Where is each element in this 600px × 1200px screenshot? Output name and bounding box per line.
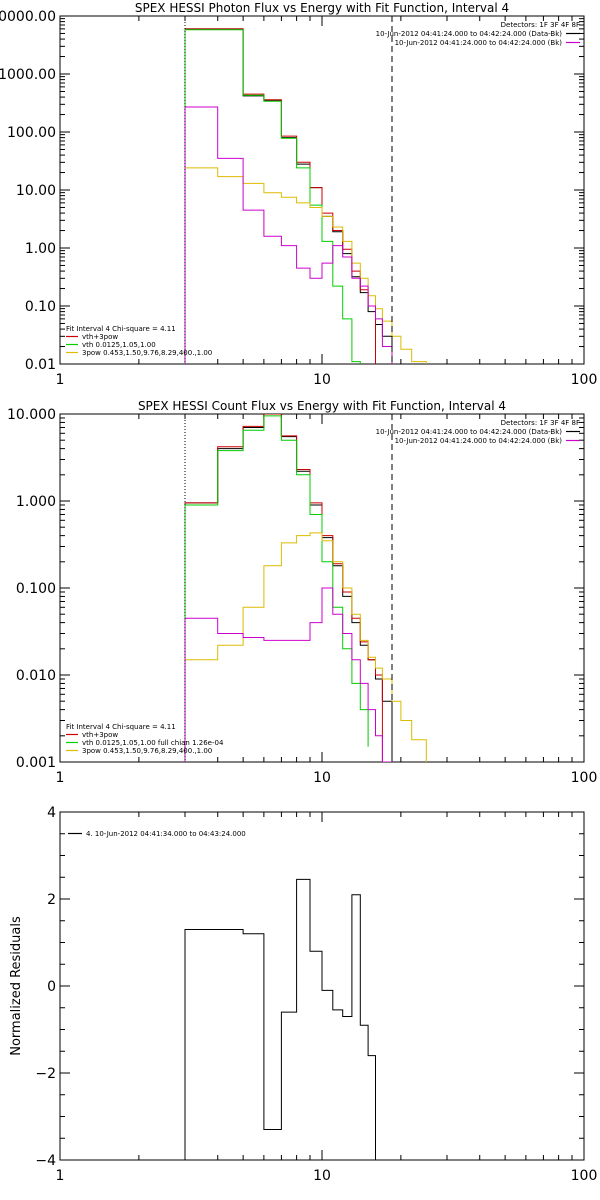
y-tick-label: −2 bbox=[35, 1066, 56, 1082]
series-bk bbox=[184, 106, 393, 364]
legend-item-label: 4. 10-Jun-2012 04:41:34.000 to 04:43:24.… bbox=[86, 830, 246, 838]
legend-item-label: 3pow 0.453,1.50,9.76,8.29,400.,1.00 bbox=[82, 349, 212, 357]
y-tick-label: −4 bbox=[35, 1153, 56, 1169]
x-tick-label: 1 bbox=[56, 372, 65, 388]
legend-item-label: 10-Jun-2012 04:41:24.000 to 04:42:24.000… bbox=[395, 437, 563, 445]
legend-item-label: 10-Jun-2012 04:41:24.000 to 04:42:24.000… bbox=[376, 30, 563, 38]
chart-title: SPEX HESSI Count Flux vs Energy with Fit… bbox=[138, 399, 506, 413]
x-tick-label: 100 bbox=[571, 372, 598, 388]
legend-detectors: Detectors: 1F 3F 4F 8F bbox=[501, 21, 580, 29]
series-3pow bbox=[184, 167, 427, 364]
series-bk bbox=[184, 587, 393, 762]
legend-item-label: 3pow 0.453,1.50,9.76,8.29,400.,1.00 bbox=[82, 747, 212, 755]
series-group bbox=[184, 414, 427, 762]
y-tick-label: 0.10 bbox=[25, 299, 56, 315]
panel-residuals: Normalized Residuals 1 10 100 −4 −2 0 2 4 4. 10-J… bbox=[9, 805, 597, 1184]
legend-item-label: vth+3pow bbox=[82, 731, 118, 739]
y-tick-label: 100.00 bbox=[7, 125, 56, 141]
y-tick-label: 1.000 bbox=[16, 494, 56, 510]
y-tick-label: 4 bbox=[47, 805, 56, 821]
y-tick-label: 0.01 bbox=[25, 357, 56, 373]
series-residuals bbox=[184, 878, 376, 1160]
panel-count: SPEX HESSI Count Flux vs Energy with Fit… bbox=[7, 399, 597, 786]
y-tick-label: 10.00 bbox=[16, 183, 56, 199]
y-tick-label: 1000.00 bbox=[0, 67, 56, 83]
x-tick-label: 1 bbox=[56, 770, 65, 786]
legend-detectors: Detectors: 1F 3F 4F 8F bbox=[501, 419, 580, 427]
legend-item-label: vth 0.0125,1.05,1.00 bbox=[82, 341, 156, 349]
y-tick-label: 10000.00 bbox=[0, 9, 56, 25]
chart-title: SPEX HESSI Photon Flux vs Energy with Fi… bbox=[135, 1, 509, 15]
x-tick-label: 100 bbox=[571, 770, 598, 786]
series-vth bbox=[184, 415, 369, 762]
x-tick-label: 10 bbox=[313, 1168, 331, 1184]
legend-fit-header: Fit Interval 4 Chi-square = 4.11 bbox=[66, 723, 176, 731]
legend-item-label: 10-Jun-2012 04:41:24.000 to 04:42:24.000… bbox=[376, 428, 563, 436]
y-tick-label: 10.000 bbox=[7, 407, 56, 423]
series-group bbox=[184, 28, 427, 364]
legend-item-label: vth+3pow bbox=[82, 333, 118, 341]
x-tick-label: 1 bbox=[56, 1168, 65, 1184]
panel-photon: SPEX HESSI Photon Flux vs Energy with Fi… bbox=[0, 1, 597, 388]
y-tick-label: 0.001 bbox=[16, 755, 56, 771]
y-axis-label: Normalized Residuals bbox=[9, 916, 24, 1056]
y-tick-label: 2 bbox=[47, 892, 56, 908]
series-group bbox=[184, 878, 376, 1160]
series-vth bbox=[184, 29, 361, 364]
series-data-bk bbox=[184, 414, 393, 762]
legend-fit-header: Fit Interval 4 Chi-square = 4.11 bbox=[66, 325, 176, 333]
y-tick-label: 0 bbox=[47, 979, 56, 995]
x-tick-label: 10 bbox=[313, 770, 331, 786]
y-tick-label: 1.00 bbox=[25, 241, 56, 257]
series-vth-3pow bbox=[184, 28, 376, 364]
series-3pow bbox=[184, 532, 427, 762]
y-tick-label: 0.010 bbox=[16, 668, 56, 684]
x-tick-label: 100 bbox=[571, 1168, 598, 1184]
y-tick-label: 0.100 bbox=[16, 581, 56, 597]
series-vth-3pow bbox=[184, 414, 383, 762]
legend-item-label: 10-Jun-2012 04:41:24.000 to 04:42:24.000… bbox=[395, 39, 563, 47]
x-tick-label: 10 bbox=[313, 372, 331, 388]
legend-item-label: vth 0.0125,1.05,1.00 full chian 1.26e-04 bbox=[82, 739, 224, 747]
